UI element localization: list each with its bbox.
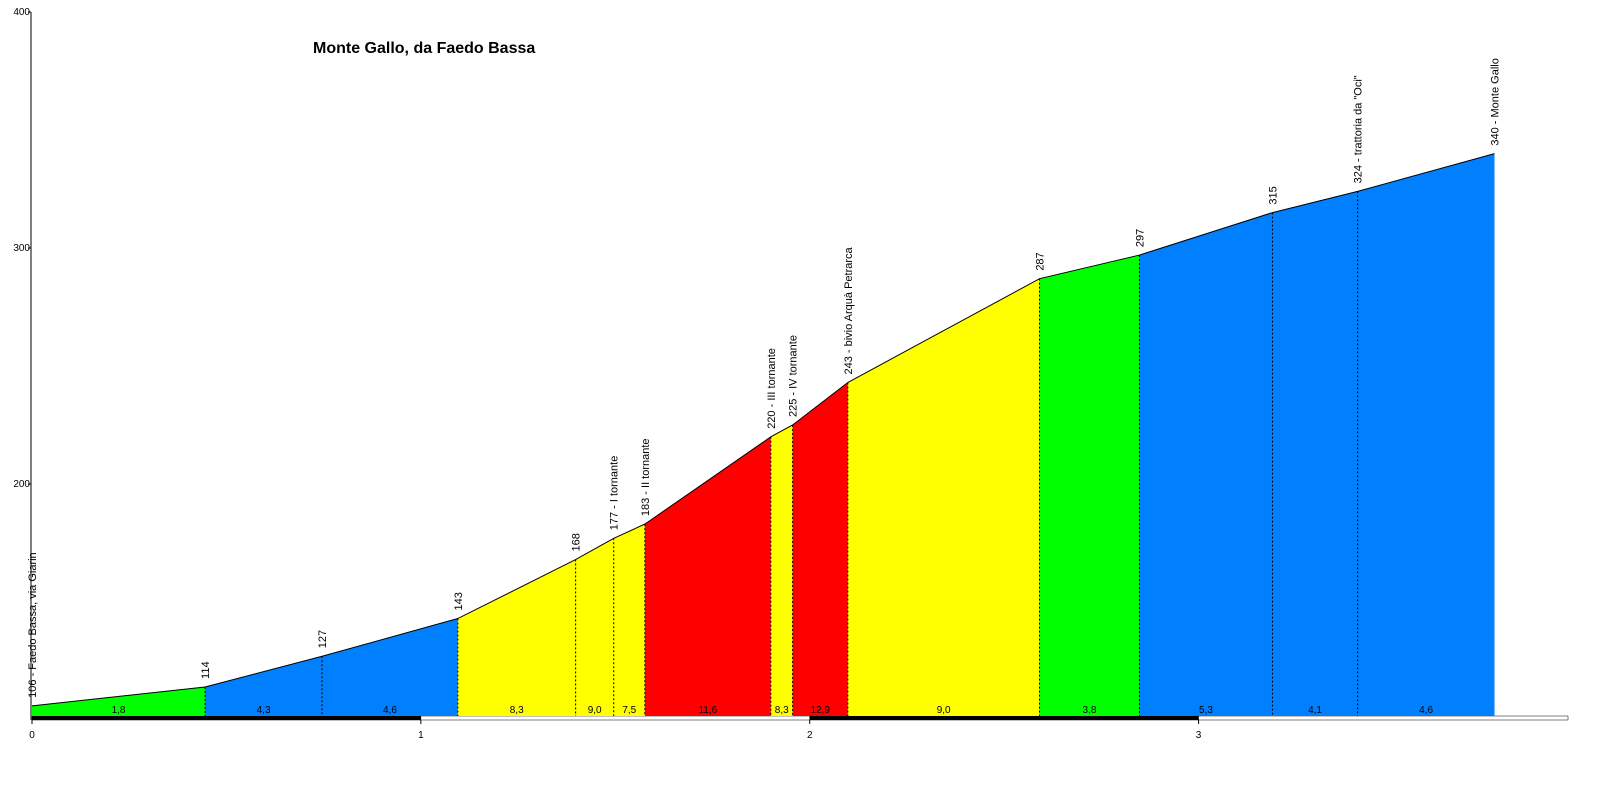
gradient-label: 4,3 bbox=[257, 705, 271, 716]
gradient-segment bbox=[770, 425, 793, 716]
y-tick-label: 300 bbox=[13, 243, 30, 254]
gradient-segment bbox=[792, 382, 848, 716]
gradient-label: 3,8 bbox=[1083, 705, 1097, 716]
elevation-label: 243 - bivio Arquà Petrarca bbox=[843, 246, 855, 374]
y-tick-label: 400 bbox=[13, 7, 30, 18]
gradient-segment bbox=[613, 524, 645, 716]
elevation-label: 287 bbox=[1035, 252, 1047, 270]
elevation-label: 324 - trattoria da "Oci" bbox=[1353, 75, 1365, 183]
elevation-label: 168 bbox=[571, 533, 583, 551]
x-tick-label: 3 bbox=[1196, 730, 1202, 741]
x-tick-label: 1 bbox=[418, 730, 424, 741]
distance-stripe bbox=[420, 715, 810, 721]
x-tick-label: 0 bbox=[29, 730, 35, 741]
gradient-label: 11,6 bbox=[698, 705, 717, 716]
x-tick-label: 2 bbox=[807, 730, 813, 741]
elevation-label: 114 bbox=[200, 661, 212, 679]
gradient-label: 5,3 bbox=[1199, 705, 1213, 716]
gradient-label: 7,5 bbox=[622, 705, 636, 716]
elevation-label: 183 - II tornante bbox=[640, 438, 652, 516]
elevation-label: 127 bbox=[317, 630, 329, 648]
gradient-segment bbox=[322, 618, 458, 716]
gradient-label: 4,6 bbox=[383, 705, 397, 716]
gradient-segment bbox=[575, 538, 614, 716]
elevation-label: 143 bbox=[453, 592, 465, 610]
gradient-label: 1,8 bbox=[112, 705, 126, 716]
gradient-label: 4,1 bbox=[1308, 705, 1322, 716]
elevation-label: 315 bbox=[1267, 186, 1279, 204]
chart-title: Monte Gallo, da Faedo Bassa bbox=[313, 40, 535, 57]
gradient-segment bbox=[1272, 191, 1358, 717]
gradient-segment bbox=[1357, 153, 1495, 717]
elevation-label: 177 - I tornante bbox=[609, 456, 621, 531]
elevation-label: 220 - III tornante bbox=[766, 348, 778, 429]
gradient-label: 8,3 bbox=[775, 705, 789, 716]
gradient-label: 9,0 bbox=[937, 705, 951, 716]
gradient-segment bbox=[1039, 255, 1140, 716]
profile-line bbox=[31, 153, 1495, 707]
gradient-label: 9,0 bbox=[588, 705, 602, 716]
gradient-segment bbox=[847, 278, 1040, 716]
distance-stripe bbox=[809, 715, 1199, 721]
gradient-segment bbox=[205, 656, 323, 716]
gradient-label: 4,6 bbox=[1419, 705, 1433, 716]
gradient-label: 8,3 bbox=[510, 705, 524, 716]
elevation-label: 225 - IV tornante bbox=[788, 335, 800, 417]
gradient-segment bbox=[644, 436, 771, 716]
gradient-segment bbox=[1139, 212, 1273, 716]
elevation-label: 106 - Faedo Bassa, via Giarin bbox=[27, 552, 39, 698]
y-tick-label: 200 bbox=[13, 479, 30, 490]
elevation-label: 340 - Monte Gallo bbox=[1490, 58, 1502, 145]
distance-stripe bbox=[31, 715, 422, 721]
gradient-label: 12,9 bbox=[810, 705, 830, 716]
distance-stripe bbox=[1198, 715, 1569, 721]
gradient-segment bbox=[457, 559, 576, 716]
elevation-label: 297 bbox=[1134, 229, 1146, 247]
gradient-segment bbox=[32, 686, 206, 716]
